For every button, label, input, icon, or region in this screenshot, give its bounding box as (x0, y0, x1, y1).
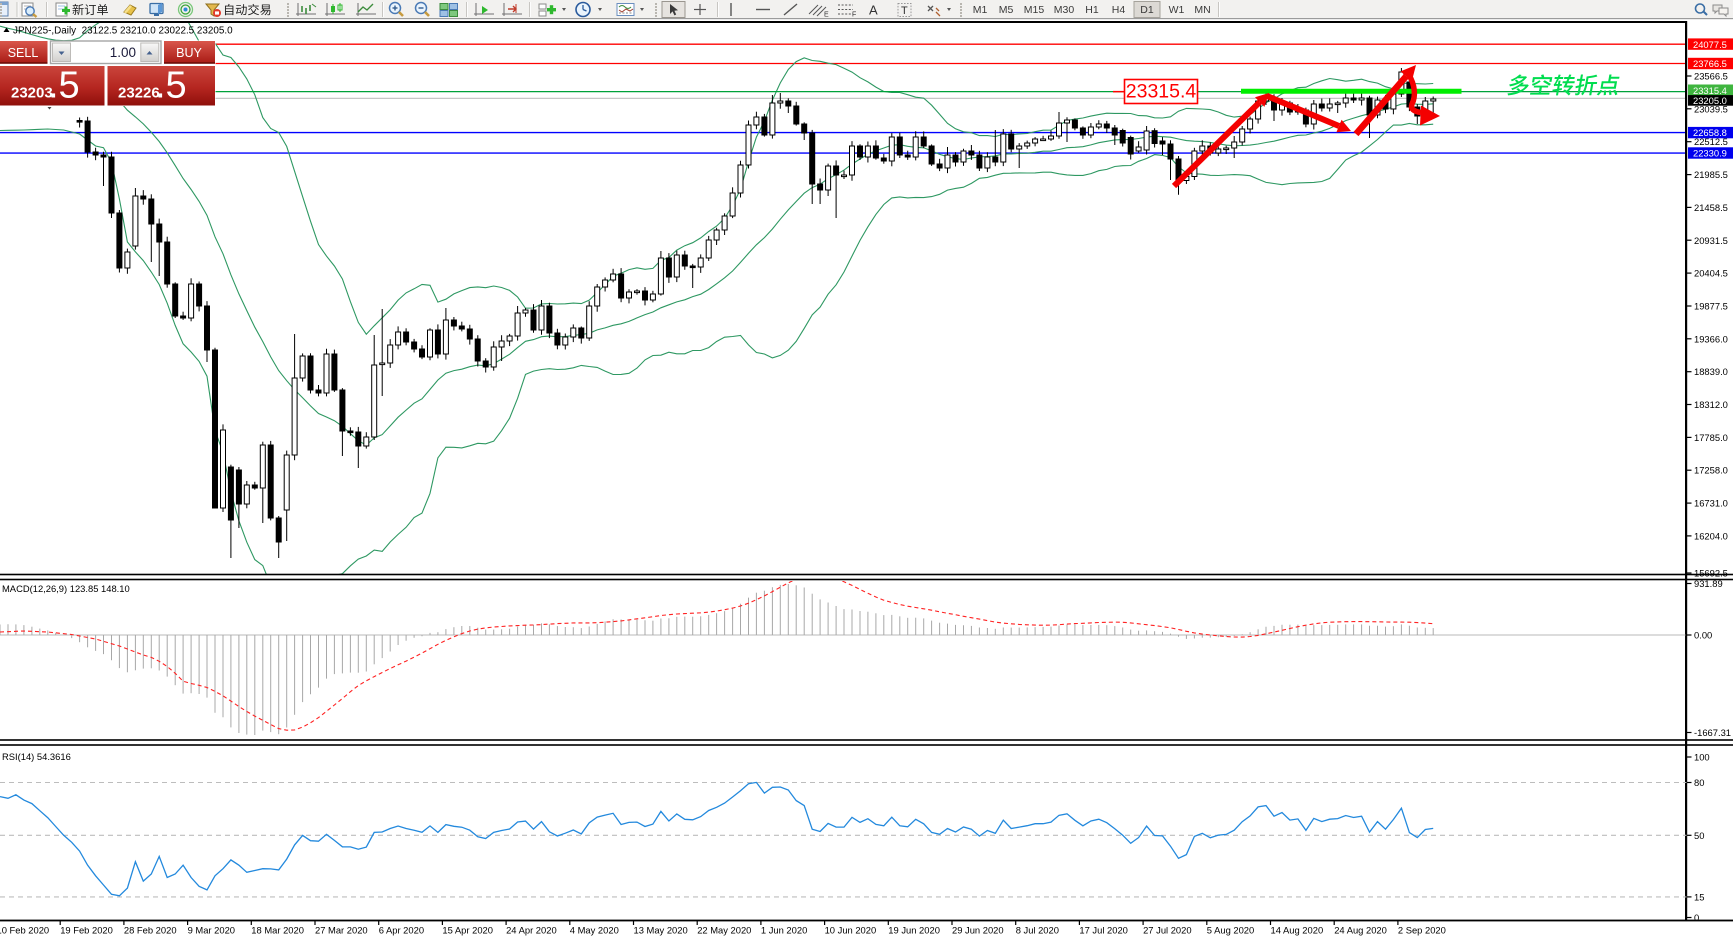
svg-text:5 Aug 2020: 5 Aug 2020 (1207, 925, 1254, 936)
svg-text:T: T (901, 5, 908, 17)
svg-text:21985.5: 21985.5 (1694, 169, 1728, 180)
svg-text:M30: M30 (1054, 4, 1075, 16)
svg-text:23566.5: 23566.5 (1694, 71, 1728, 82)
svg-text:.5: .5 (155, 65, 187, 107)
svg-text:16731.0: 16731.0 (1694, 498, 1728, 509)
svg-text:1 Jun 2020: 1 Jun 2020 (761, 925, 807, 936)
svg-text:22 May 2020: 22 May 2020 (697, 925, 751, 936)
svg-text:13 May 2020: 13 May 2020 (634, 925, 688, 936)
svg-text:17785.0: 17785.0 (1694, 432, 1728, 443)
svg-text:50: 50 (1694, 830, 1704, 841)
svg-text:24 Apr 2020: 24 Apr 2020 (506, 925, 557, 936)
svg-text:M5: M5 (999, 4, 1014, 16)
svg-text:JPN225-,Daily 23122.5 23210.0: JPN225-,Daily 23122.5 23210.0 23022.5 23… (13, 26, 233, 37)
svg-text:D1: D1 (1140, 4, 1154, 16)
svg-text:80: 80 (1694, 777, 1704, 788)
svg-text:23766.5: 23766.5 (1693, 58, 1727, 69)
svg-text:23203: 23203 (11, 85, 53, 102)
svg-text:E: E (824, 12, 829, 19)
svg-text:-1667.31: -1667.31 (1694, 727, 1731, 738)
svg-text:19 Feb 2020: 19 Feb 2020 (60, 925, 113, 936)
svg-text:19 Jun 2020: 19 Jun 2020 (888, 925, 940, 936)
svg-text:16204.0: 16204.0 (1694, 530, 1728, 541)
svg-text:F: F (852, 12, 856, 19)
svg-text:H4: H4 (1112, 4, 1126, 16)
svg-text:24 Aug 2020: 24 Aug 2020 (1334, 925, 1387, 936)
svg-text:18312.0: 18312.0 (1694, 399, 1728, 410)
svg-text:20404.5: 20404.5 (1694, 268, 1728, 279)
svg-text:4 May 2020: 4 May 2020 (570, 925, 619, 936)
svg-text:17258.0: 17258.0 (1694, 465, 1728, 476)
svg-text:22512.5: 22512.5 (1694, 136, 1728, 147)
svg-text:100: 100 (1694, 752, 1710, 763)
svg-text:SELL: SELL (8, 46, 39, 60)
svg-text:23205.0: 23205.0 (1693, 95, 1727, 106)
svg-text:15692.5: 15692.5 (1694, 568, 1728, 579)
svg-text:10 Feb 2020: 10 Feb 2020 (0, 925, 49, 936)
svg-text:M1: M1 (973, 4, 988, 16)
svg-text:20931.5: 20931.5 (1694, 235, 1728, 246)
svg-text:H1: H1 (1085, 4, 1099, 16)
svg-text:23039.5: 23039.5 (1694, 103, 1728, 114)
svg-text:2 Sep 2020: 2 Sep 2020 (1398, 925, 1446, 936)
svg-text:17 Jul 2020: 17 Jul 2020 (1079, 925, 1127, 936)
svg-text:8 Jul 2020: 8 Jul 2020 (1016, 925, 1059, 936)
svg-text:21458.5: 21458.5 (1694, 202, 1728, 213)
svg-text:931.89: 931.89 (1694, 578, 1723, 589)
svg-text:19366.0: 19366.0 (1694, 333, 1728, 344)
svg-text:1.00: 1.00 (110, 45, 136, 60)
svg-text:A: A (869, 3, 878, 18)
svg-text:0: 0 (1694, 912, 1699, 923)
svg-text:22330.9: 22330.9 (1693, 148, 1727, 159)
svg-text:15: 15 (1694, 891, 1704, 902)
svg-text:9 Mar 2020: 9 Mar 2020 (188, 925, 235, 936)
svg-text:23315.4: 23315.4 (1126, 81, 1197, 103)
svg-text:15 Apr 2020: 15 Apr 2020 (442, 925, 493, 936)
svg-text:22658.8: 22658.8 (1693, 127, 1727, 138)
svg-text:18 Mar 2020: 18 Mar 2020 (251, 925, 304, 936)
svg-text:23315.4: 23315.4 (1693, 85, 1727, 96)
svg-text:19877.5: 19877.5 (1694, 301, 1728, 312)
svg-text:MACD(12,26,9) 123.85 148.10: MACD(12,26,9) 123.85 148.10 (2, 583, 130, 594)
svg-text:0.00: 0.00 (1694, 630, 1712, 641)
svg-text:.5: .5 (48, 65, 80, 107)
svg-text:27 Jul 2020: 27 Jul 2020 (1143, 925, 1191, 936)
svg-text:23226: 23226 (118, 85, 160, 102)
svg-text:M15: M15 (1024, 4, 1045, 16)
svg-text:24077.5: 24077.5 (1693, 39, 1727, 50)
svg-text:6 Apr 2020: 6 Apr 2020 (379, 925, 424, 936)
svg-text:27 Mar 2020: 27 Mar 2020 (315, 925, 368, 936)
svg-text:29 Jun 2020: 29 Jun 2020 (952, 925, 1004, 936)
svg-text:BUY: BUY (176, 46, 202, 60)
svg-text:10 Jun 2020: 10 Jun 2020 (825, 925, 877, 936)
svg-text:W1: W1 (1169, 4, 1185, 16)
svg-text:18839.0: 18839.0 (1694, 366, 1728, 377)
svg-text:RSI(14) 54.3616: RSI(14) 54.3616 (2, 751, 71, 762)
svg-text:MN: MN (1194, 4, 1210, 16)
svg-text:14 Aug 2020: 14 Aug 2020 (1271, 925, 1324, 936)
svg-text:28 Feb 2020: 28 Feb 2020 (124, 925, 177, 936)
